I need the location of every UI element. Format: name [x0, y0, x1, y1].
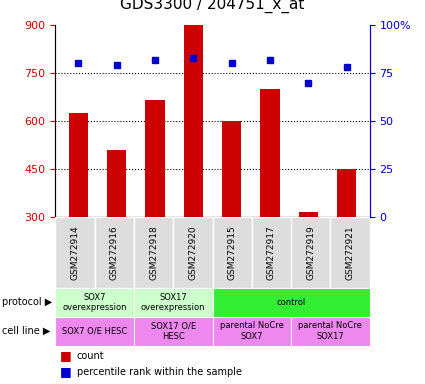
Bar: [184, 25, 203, 313]
Bar: [299, 212, 318, 313]
Text: ■: ■: [60, 365, 71, 378]
Text: GSM272917: GSM272917: [267, 225, 276, 280]
Bar: [212, 317, 291, 346]
Bar: [252, 217, 291, 288]
Text: cell line ▶: cell line ▶: [2, 326, 51, 336]
Text: percentile rank within the sample: percentile rank within the sample: [76, 366, 241, 377]
Bar: [337, 169, 356, 313]
Bar: [291, 217, 331, 288]
Bar: [222, 121, 241, 313]
Bar: [55, 288, 134, 317]
Text: SOX7
overexpression: SOX7 overexpression: [62, 293, 127, 312]
Text: parental NoCre
SOX7: parental NoCre SOX7: [220, 321, 284, 341]
Text: SOX7 O/E HESC: SOX7 O/E HESC: [62, 327, 127, 336]
Text: GSM272916: GSM272916: [110, 225, 119, 280]
Bar: [145, 100, 164, 313]
Text: GSM272915: GSM272915: [228, 225, 237, 280]
Bar: [331, 217, 370, 288]
Bar: [134, 317, 212, 346]
Bar: [69, 113, 88, 313]
Text: SOX17 O/E
HESC: SOX17 O/E HESC: [150, 321, 196, 341]
Text: protocol ▶: protocol ▶: [2, 297, 52, 308]
Text: GSM272914: GSM272914: [71, 225, 79, 280]
Bar: [173, 217, 212, 288]
Text: parental NoCre
SOX17: parental NoCre SOX17: [298, 321, 363, 341]
Bar: [134, 288, 212, 317]
Text: SOX17
overexpression: SOX17 overexpression: [141, 293, 205, 312]
Text: GSM272918: GSM272918: [149, 225, 158, 280]
Bar: [212, 217, 252, 288]
Bar: [134, 217, 173, 288]
Text: GSM272921: GSM272921: [346, 225, 354, 280]
Bar: [55, 317, 134, 346]
Text: control: control: [277, 298, 306, 307]
Text: GDS3300 / 204751_x_at: GDS3300 / 204751_x_at: [120, 0, 305, 13]
Bar: [212, 288, 370, 317]
Bar: [55, 217, 94, 288]
Bar: [291, 317, 370, 346]
Bar: [261, 89, 280, 313]
Text: GSM272920: GSM272920: [188, 225, 197, 280]
Bar: [94, 217, 134, 288]
Text: count: count: [76, 351, 104, 361]
Bar: [107, 150, 126, 313]
Text: ■: ■: [60, 349, 71, 362]
Text: GSM272919: GSM272919: [306, 225, 315, 280]
